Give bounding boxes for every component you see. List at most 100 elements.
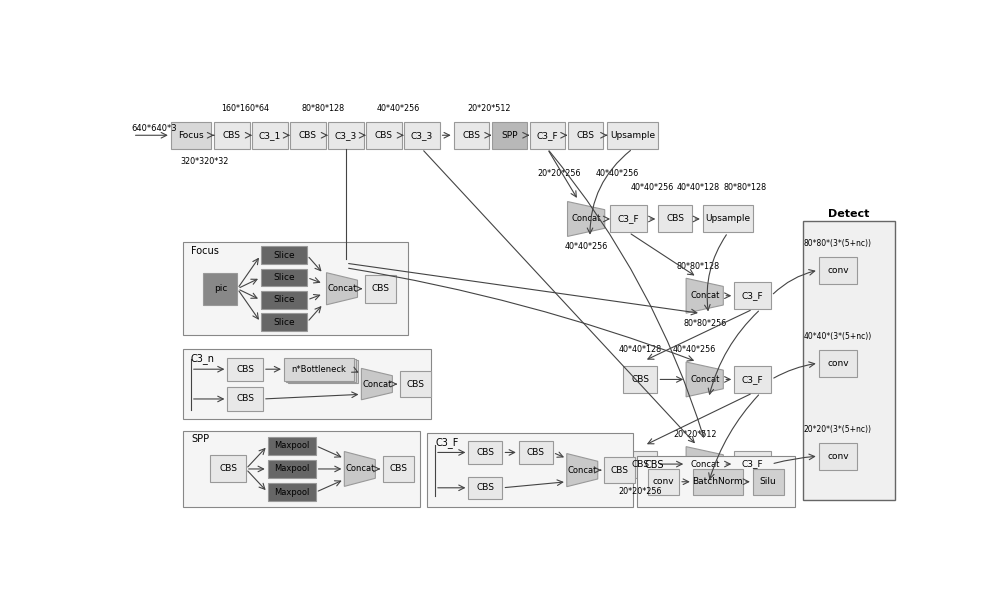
FancyBboxPatch shape: [703, 205, 753, 233]
Text: 40*40*(3*(5+nc)): 40*40*(3*(5+nc)): [804, 332, 872, 341]
FancyBboxPatch shape: [530, 122, 565, 149]
Text: Concat: Concat: [568, 466, 597, 475]
FancyBboxPatch shape: [648, 469, 679, 495]
Text: Focus: Focus: [191, 246, 219, 256]
FancyBboxPatch shape: [454, 122, 489, 149]
Text: Maxpool: Maxpool: [274, 441, 309, 450]
Text: CBS: CBS: [223, 130, 241, 140]
FancyBboxPatch shape: [261, 246, 307, 264]
Text: conv: conv: [653, 477, 674, 486]
Text: conv: conv: [827, 266, 849, 275]
FancyBboxPatch shape: [519, 442, 553, 464]
Text: Slice: Slice: [273, 295, 295, 304]
Text: C3_F: C3_F: [618, 214, 640, 223]
Text: 320*320*32: 320*320*32: [181, 157, 229, 166]
Text: pic: pic: [214, 284, 227, 294]
Text: 80*80*256: 80*80*256: [683, 318, 726, 327]
Text: Maxpool: Maxpool: [274, 464, 309, 474]
Text: C3_F: C3_F: [537, 130, 558, 140]
Text: 160*160*64: 160*160*64: [221, 104, 269, 114]
Text: CBS: CBS: [299, 130, 317, 140]
Text: C3_3: C3_3: [411, 130, 433, 140]
Text: C3_F: C3_F: [435, 437, 458, 448]
Text: CBS: CBS: [407, 379, 425, 388]
FancyBboxPatch shape: [203, 273, 237, 304]
FancyBboxPatch shape: [819, 350, 857, 377]
Text: CBS: CBS: [462, 130, 480, 140]
FancyBboxPatch shape: [607, 122, 658, 149]
Text: CBS: CBS: [236, 365, 254, 374]
Text: C3_F: C3_F: [742, 291, 764, 300]
Text: Silu: Silu: [760, 477, 777, 486]
Text: CBS: CBS: [610, 466, 628, 475]
Text: 80*80*128: 80*80*128: [301, 104, 344, 114]
FancyBboxPatch shape: [404, 122, 440, 149]
Text: C3_F: C3_F: [742, 460, 764, 469]
FancyBboxPatch shape: [214, 122, 250, 149]
FancyBboxPatch shape: [261, 313, 307, 331]
Text: Detect: Detect: [828, 209, 870, 219]
Text: n*Bottleneck: n*Bottleneck: [291, 365, 346, 374]
Text: Concat: Concat: [690, 291, 719, 300]
FancyBboxPatch shape: [468, 442, 502, 464]
Text: BatchNorm: BatchNorm: [693, 477, 743, 486]
Text: 640*640*3: 640*640*3: [131, 124, 177, 133]
Polygon shape: [361, 368, 392, 400]
FancyBboxPatch shape: [734, 451, 771, 478]
Text: SPP: SPP: [191, 434, 209, 445]
FancyBboxPatch shape: [286, 359, 356, 382]
FancyBboxPatch shape: [693, 469, 743, 495]
Text: C3_3: C3_3: [335, 130, 357, 140]
Polygon shape: [567, 454, 598, 487]
Text: CBS: CBS: [219, 464, 237, 474]
Text: CBS: CBS: [666, 214, 684, 223]
Text: C3_1: C3_1: [259, 130, 281, 140]
Text: C3_F: C3_F: [742, 375, 764, 384]
FancyBboxPatch shape: [753, 469, 784, 495]
FancyBboxPatch shape: [803, 221, 895, 500]
Text: Slice: Slice: [273, 318, 295, 327]
Text: CBS: CBS: [390, 464, 408, 474]
Text: CBS: CBS: [631, 375, 649, 384]
Text: 40*40*256: 40*40*256: [596, 169, 639, 178]
Text: 20*20*256: 20*20*256: [619, 487, 662, 496]
Text: Focus: Focus: [178, 130, 204, 140]
Text: 80*80*128: 80*80*128: [723, 182, 767, 191]
Polygon shape: [344, 452, 375, 486]
FancyBboxPatch shape: [365, 275, 396, 303]
FancyBboxPatch shape: [427, 433, 633, 507]
Polygon shape: [568, 202, 605, 236]
Text: 40*40*128: 40*40*128: [619, 345, 662, 355]
FancyBboxPatch shape: [819, 257, 857, 284]
FancyBboxPatch shape: [268, 483, 316, 501]
FancyBboxPatch shape: [468, 477, 502, 499]
FancyBboxPatch shape: [610, 205, 647, 233]
FancyBboxPatch shape: [623, 366, 657, 393]
FancyBboxPatch shape: [268, 460, 316, 478]
Text: Upsample: Upsample: [705, 214, 751, 223]
FancyBboxPatch shape: [210, 455, 246, 483]
Text: 20*20*(3*(5+nc)): 20*20*(3*(5+nc)): [804, 425, 872, 434]
Text: CBS: CBS: [576, 130, 594, 140]
FancyBboxPatch shape: [734, 282, 771, 309]
Text: CBS: CBS: [631, 460, 649, 469]
Text: 40*40*128: 40*40*128: [677, 182, 720, 191]
FancyBboxPatch shape: [171, 122, 211, 149]
FancyBboxPatch shape: [492, 122, 527, 149]
Text: CBS: CBS: [236, 394, 254, 403]
FancyBboxPatch shape: [604, 457, 635, 483]
Text: Concat: Concat: [690, 375, 719, 384]
FancyBboxPatch shape: [268, 437, 316, 455]
Text: Slice: Slice: [273, 273, 295, 282]
FancyBboxPatch shape: [366, 122, 402, 149]
FancyBboxPatch shape: [227, 358, 263, 381]
FancyBboxPatch shape: [183, 431, 420, 507]
Text: 80*80*(3*(5+nc)): 80*80*(3*(5+nc)): [804, 239, 872, 248]
Text: 80*80*128: 80*80*128: [677, 262, 720, 271]
Text: conv: conv: [827, 359, 849, 368]
FancyBboxPatch shape: [568, 122, 603, 149]
FancyBboxPatch shape: [637, 456, 795, 507]
Polygon shape: [686, 362, 723, 397]
Text: Maxpool: Maxpool: [274, 487, 309, 496]
Text: Slice: Slice: [273, 251, 295, 260]
